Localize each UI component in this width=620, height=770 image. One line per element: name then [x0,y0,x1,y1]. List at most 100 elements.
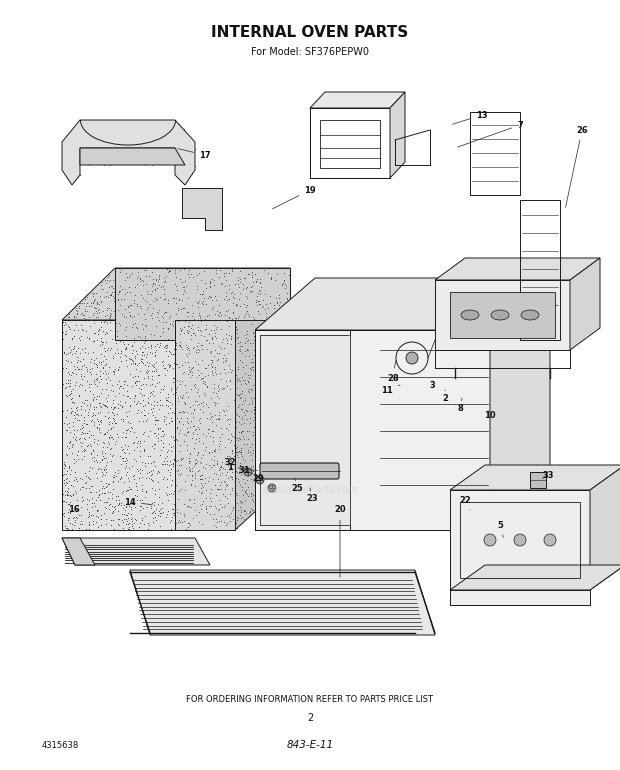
Point [121,299,131,311]
Point [175,380,185,393]
Point [179,165,188,177]
Point [224,312,234,324]
Point [166,414,175,427]
Point [169,357,179,370]
Point [120,310,130,322]
Point [120,152,130,164]
Point [117,266,127,279]
Point [177,123,187,136]
Point [146,338,156,350]
Point [192,453,202,465]
Point [119,151,129,163]
Point [71,376,81,388]
Point [104,140,113,152]
Point [139,426,149,438]
Point [251,296,261,308]
Point [104,499,113,511]
Point [187,483,197,495]
Point [148,149,157,162]
Point [260,472,270,484]
Point [189,186,199,199]
Point [180,336,190,348]
Point [65,151,75,163]
Point [267,489,277,501]
Point [178,126,188,138]
Point [113,504,123,517]
Point [96,400,106,413]
Point [144,518,154,531]
Point [208,440,218,453]
Point [106,341,116,353]
Point [79,450,89,463]
Point [136,379,146,391]
Point [78,480,87,493]
Point [241,293,251,305]
Point [210,365,220,377]
Point [104,431,114,444]
Point [154,122,164,135]
Point [218,333,228,345]
Point [180,133,190,146]
Point [173,493,183,505]
Point [259,317,269,330]
Point [181,368,191,380]
Point [172,340,182,353]
Point [276,410,286,423]
Point [161,298,171,310]
Point [188,420,198,433]
Point [89,451,99,464]
Point [153,476,163,488]
Point [133,395,143,407]
Point [185,380,195,392]
Point [64,496,74,508]
Point [188,330,198,343]
Point [102,440,112,453]
Point [241,487,250,499]
Point [167,362,177,374]
Point [150,460,160,472]
Point [133,370,143,382]
Point [96,358,106,370]
Point [201,502,211,514]
Point [164,313,174,326]
Point [199,330,209,342]
Point [130,132,140,145]
Point [224,311,234,323]
Point [121,513,131,525]
Point [251,310,261,322]
Point [161,391,171,403]
Point [224,410,234,423]
Point [173,403,183,416]
Point [274,371,284,383]
Point [230,510,240,522]
Text: 11: 11 [381,385,400,394]
Point [247,397,257,410]
Point [273,386,283,398]
Point [272,322,281,334]
Point [164,296,174,309]
Point [245,505,255,517]
Point [206,377,216,390]
Point [248,504,258,517]
Point [200,323,210,335]
Point [191,274,201,286]
Point [230,430,240,442]
Point [105,310,115,322]
Point [95,146,105,158]
Point [276,430,286,443]
Point [140,298,149,310]
Point [224,320,234,332]
Point [165,402,175,414]
Point [113,513,123,525]
Point [107,423,117,435]
Point [159,311,169,323]
Point [89,497,99,510]
Point [197,495,206,507]
Point [155,339,165,351]
Point [229,297,239,310]
Point [198,465,208,477]
Point [195,417,205,429]
Point [224,308,234,320]
Point [133,348,143,360]
Point [137,514,147,526]
